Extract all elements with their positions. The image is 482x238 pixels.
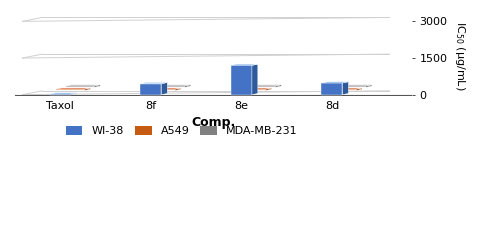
- Polygon shape: [237, 89, 266, 90]
- Polygon shape: [147, 89, 175, 90]
- Polygon shape: [366, 85, 372, 87]
- Polygon shape: [252, 64, 258, 95]
- Polygon shape: [337, 85, 372, 86]
- Polygon shape: [356, 88, 362, 90]
- Polygon shape: [161, 83, 167, 95]
- Polygon shape: [231, 65, 252, 95]
- Polygon shape: [56, 88, 90, 89]
- Polygon shape: [140, 84, 161, 95]
- Polygon shape: [266, 88, 271, 90]
- Polygon shape: [327, 89, 356, 90]
- Polygon shape: [50, 93, 77, 94]
- Polygon shape: [247, 85, 281, 86]
- Polygon shape: [147, 88, 181, 89]
- Polygon shape: [337, 86, 366, 87]
- Polygon shape: [231, 64, 258, 65]
- Legend: WI-38, A549, MDA-MB-231: WI-38, A549, MDA-MB-231: [61, 121, 302, 140]
- Polygon shape: [185, 85, 191, 87]
- Polygon shape: [321, 82, 348, 83]
- Polygon shape: [175, 88, 181, 90]
- Polygon shape: [140, 83, 167, 84]
- Polygon shape: [247, 86, 275, 87]
- Polygon shape: [50, 94, 71, 95]
- Polygon shape: [237, 88, 271, 89]
- Polygon shape: [71, 93, 77, 95]
- Polygon shape: [56, 89, 84, 90]
- Polygon shape: [66, 86, 94, 87]
- Polygon shape: [327, 88, 362, 89]
- Polygon shape: [156, 85, 191, 86]
- Polygon shape: [275, 85, 281, 87]
- Polygon shape: [94, 85, 100, 87]
- Polygon shape: [156, 86, 185, 87]
- X-axis label: Comp.: Comp.: [191, 116, 236, 129]
- Polygon shape: [66, 85, 100, 86]
- Y-axis label: IC$_{50}$ (µg/mL): IC$_{50}$ (µg/mL): [453, 21, 467, 90]
- Polygon shape: [84, 88, 90, 90]
- Polygon shape: [321, 83, 343, 95]
- Polygon shape: [343, 82, 348, 95]
